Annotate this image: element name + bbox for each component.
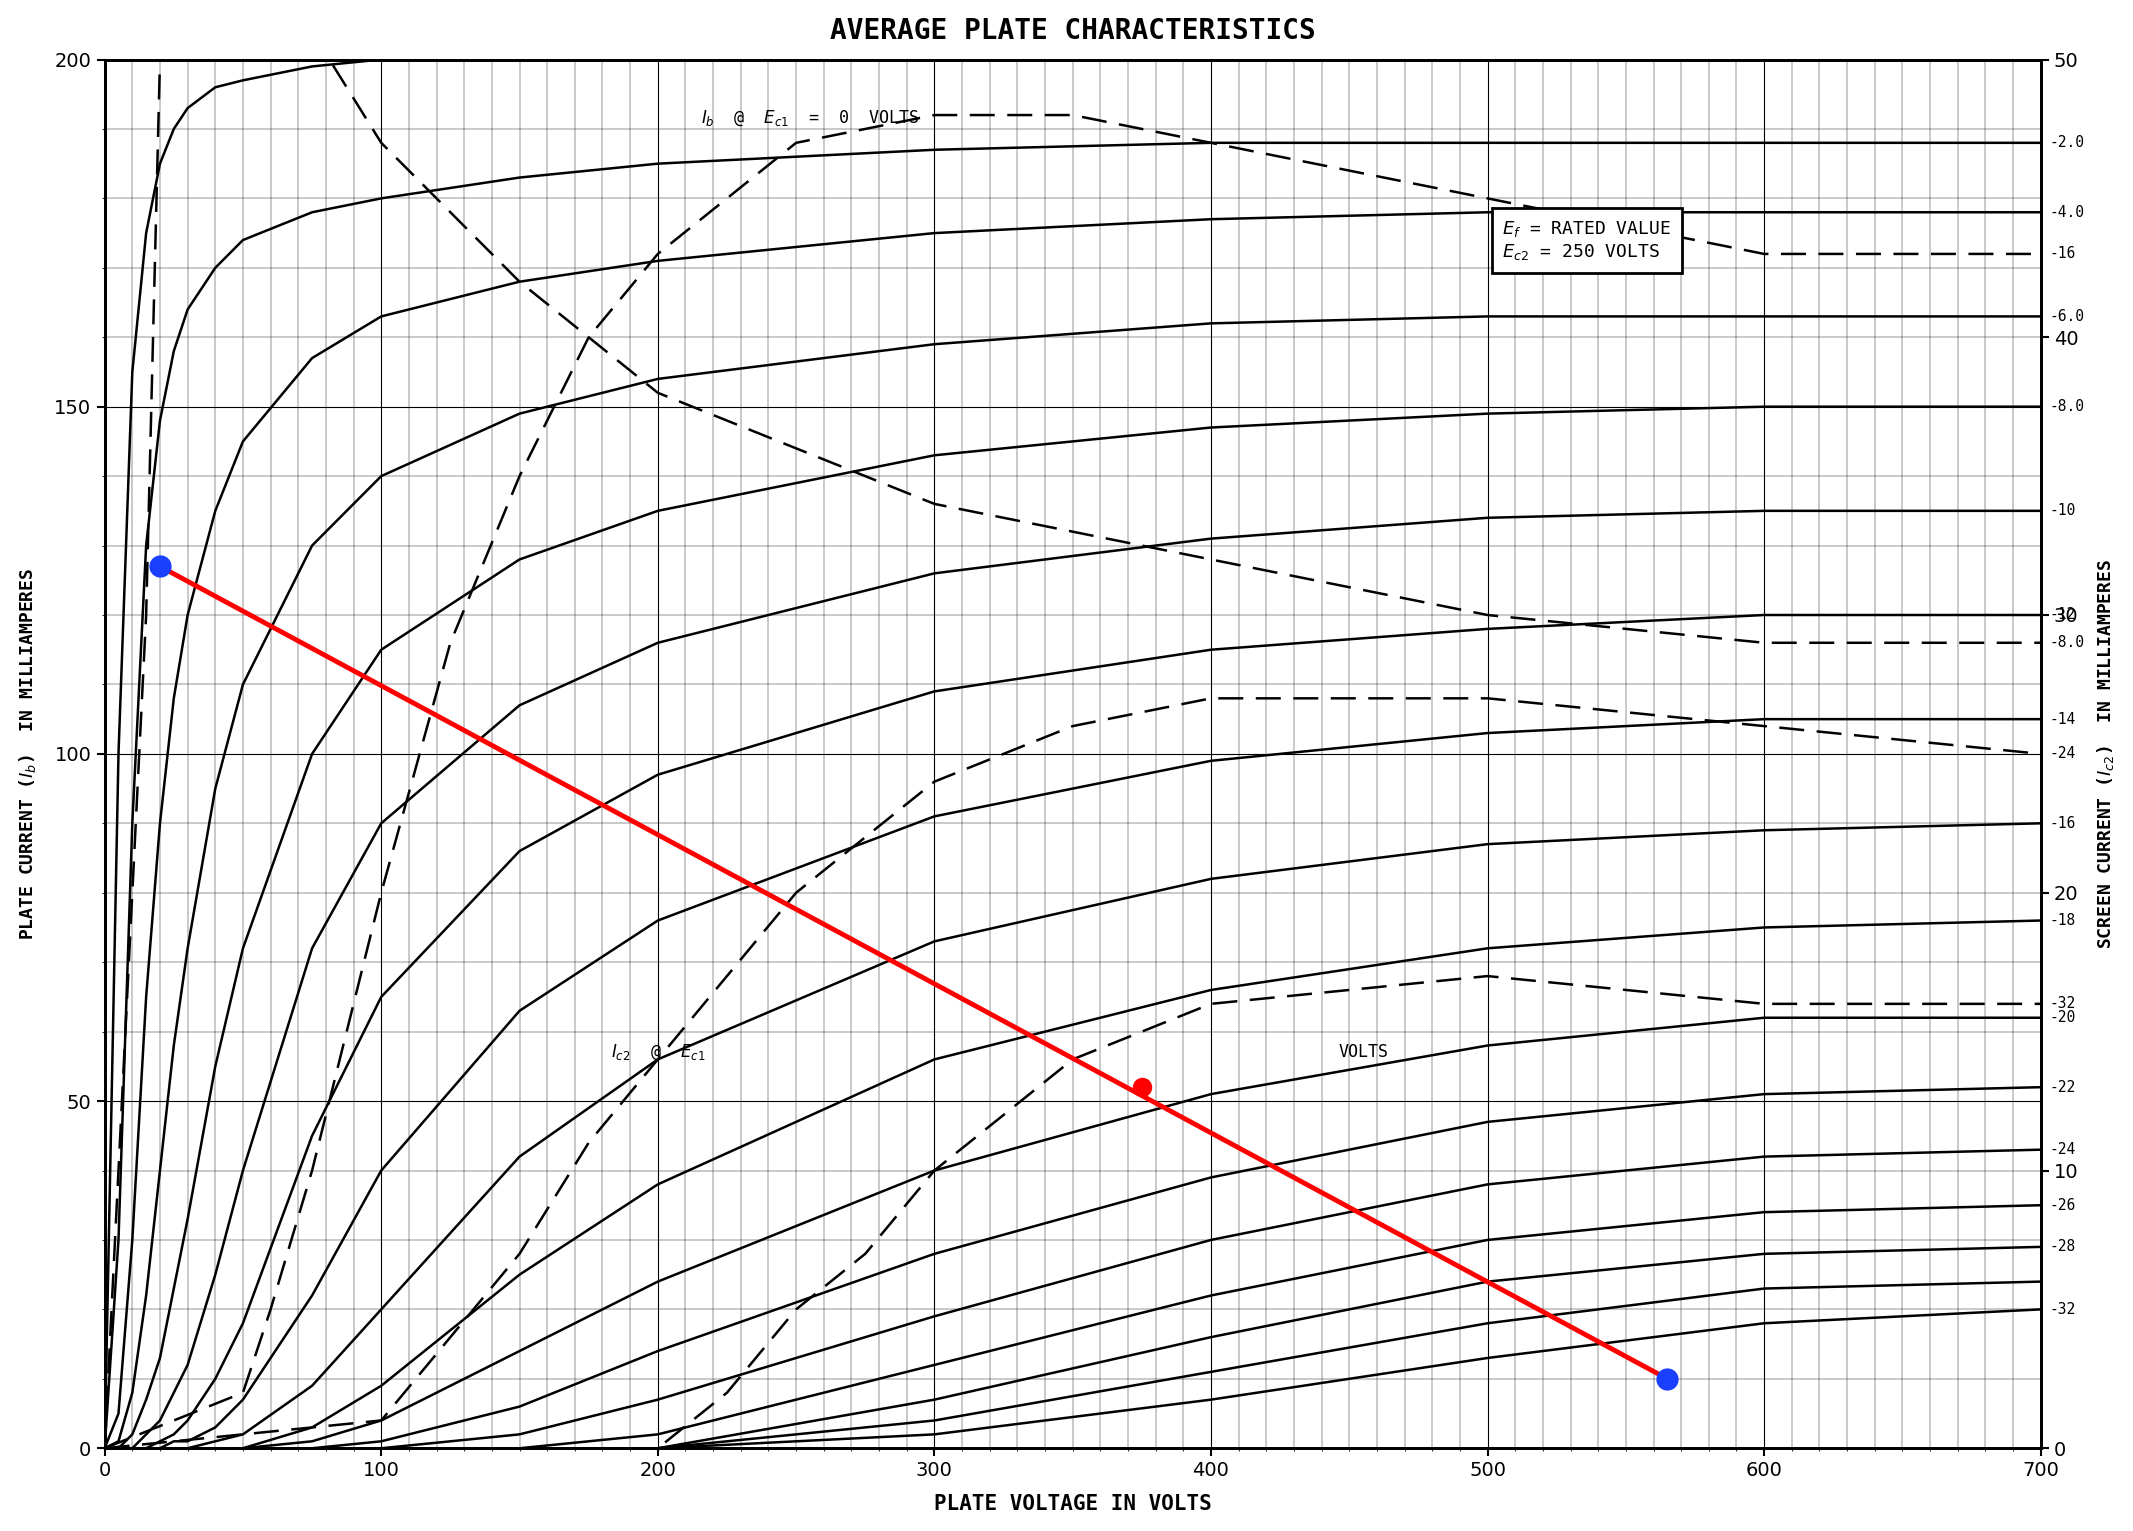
Title: AVERAGE PLATE CHARACTERISTICS: AVERAGE PLATE CHARACTERISTICS bbox=[830, 17, 1316, 44]
Text: -32: -32 bbox=[2050, 997, 2075, 1012]
Text: -10: -10 bbox=[2050, 504, 2075, 519]
Text: $I_b$  @  $E_{c1}$  =  0  VOLTS: $I_b$ @ $E_{c1}$ = 0 VOLTS bbox=[700, 109, 919, 127]
Text: -20: -20 bbox=[2050, 1010, 2075, 1026]
Text: -16: -16 bbox=[2050, 816, 2075, 831]
Y-axis label: SCREEN CURRENT ($I_{c2}$)  IN MILLIAMPERES: SCREEN CURRENT ($I_{c2}$) IN MILLIAMPERE… bbox=[2095, 559, 2116, 949]
Text: -24: -24 bbox=[2050, 747, 2075, 761]
Text: -16: -16 bbox=[2050, 246, 2075, 262]
Text: -26: -26 bbox=[2050, 1197, 2075, 1213]
Text: -22: -22 bbox=[2050, 1079, 2075, 1095]
Text: -28: -28 bbox=[2050, 1240, 2075, 1254]
Text: -18: -18 bbox=[2050, 912, 2075, 928]
Text: -32: -32 bbox=[2050, 1301, 2075, 1317]
Text: -24: -24 bbox=[2050, 1142, 2075, 1157]
Text: -14: -14 bbox=[2050, 712, 2075, 727]
X-axis label: PLATE VOLTAGE IN VOLTS: PLATE VOLTAGE IN VOLTS bbox=[934, 1494, 1212, 1514]
Text: $E_f$ = RATED VALUE
$E_{c2}$ = 250 VOLTS: $E_f$ = RATED VALUE $E_{c2}$ = 250 VOLTS bbox=[1502, 219, 1672, 262]
Text: -6.0: -6.0 bbox=[2050, 309, 2084, 325]
Text: -8.0: -8.0 bbox=[2050, 635, 2084, 651]
Text: $I_{c2}$  @  $E_{c1}$: $I_{c2}$ @ $E_{c1}$ bbox=[610, 1043, 706, 1063]
Text: -8.0: -8.0 bbox=[2050, 400, 2084, 415]
Text: VOLTS: VOLTS bbox=[1337, 1044, 1389, 1061]
Text: -12: -12 bbox=[2050, 608, 2075, 623]
Text: -4.0: -4.0 bbox=[2050, 205, 2084, 220]
Text: -2.0: -2.0 bbox=[2050, 135, 2084, 150]
Y-axis label: PLATE CURRENT ($I_b$)  IN MILLIAMPERES: PLATE CURRENT ($I_b$) IN MILLIAMPERES bbox=[17, 568, 38, 940]
